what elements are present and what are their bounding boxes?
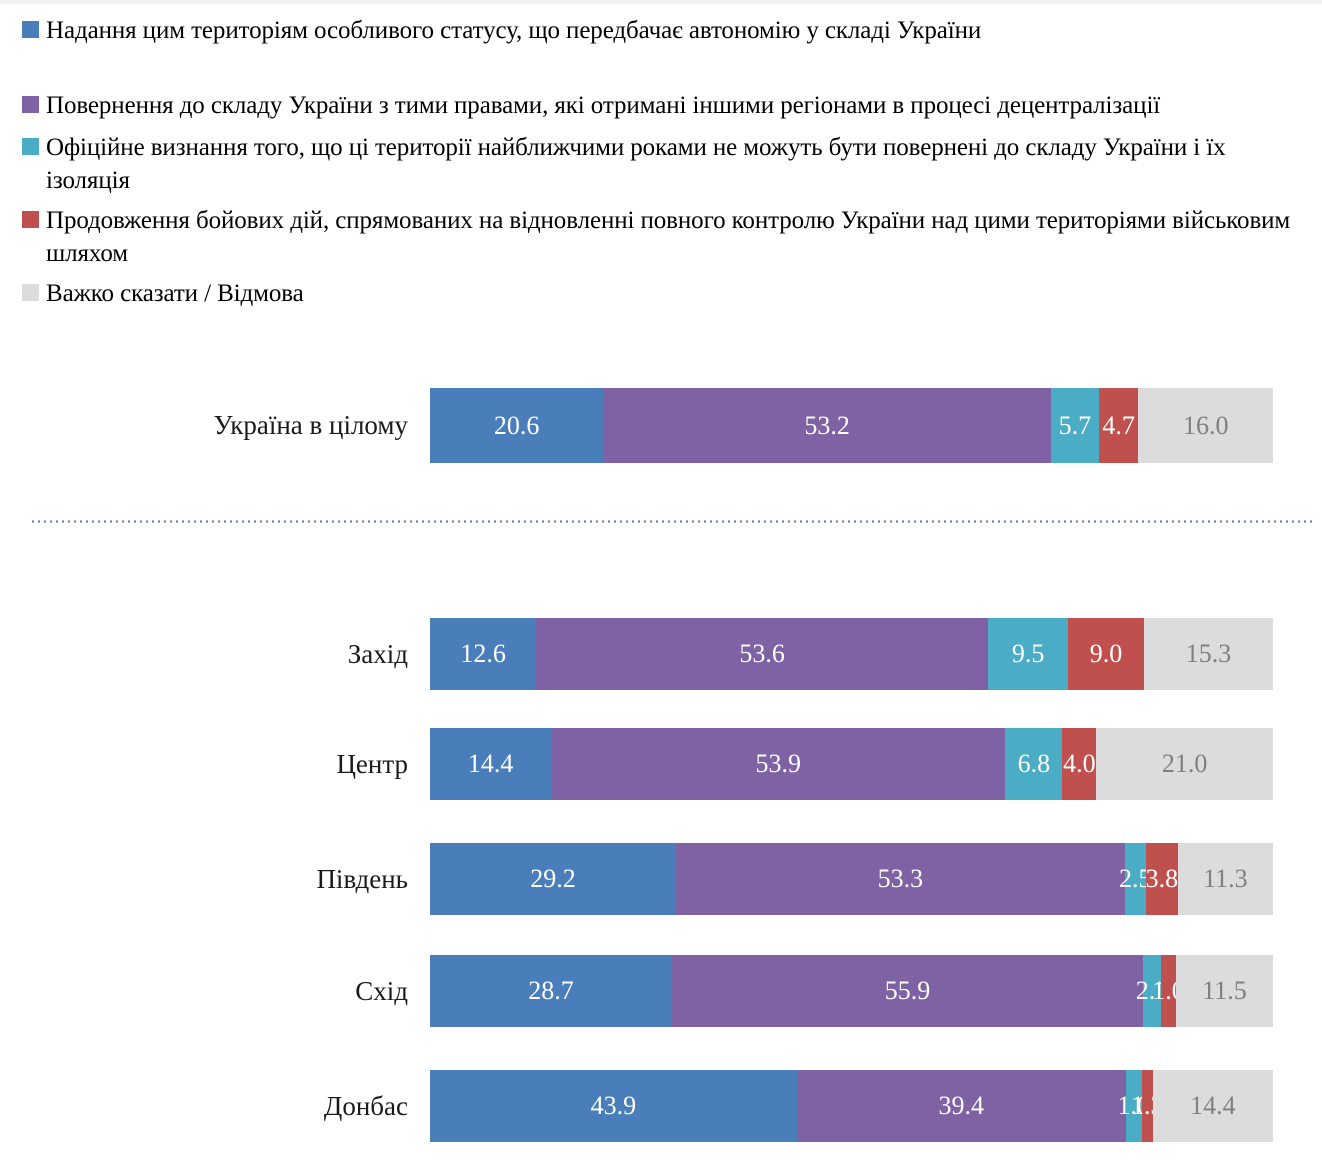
- bar-segment-special-status: 14.4: [430, 728, 552, 800]
- bar-value-label: 11.5: [1202, 976, 1247, 1005]
- legend-label-hard-to-say: Важко сказати / Відмова: [46, 280, 304, 307]
- bar-segment-isolation: 5.7: [1050, 388, 1099, 463]
- bar-value-label: 39.4: [938, 1091, 984, 1120]
- top-strip: [0, 0, 1322, 4]
- bar-segment-decentralization: 39.4: [796, 1070, 1126, 1142]
- legend-label-military: Продовження бойових дій, спрямованих на …: [46, 207, 1291, 267]
- section-divider: [30, 520, 1314, 523]
- bar-segment-isolation: 2.1: [1136, 955, 1168, 1027]
- bar-row-zahid: Захід 12.6 53.6 9.5 9.0 15.3: [0, 618, 1322, 690]
- legend-item-military: Продовження бойових дій, спрямованих на …: [22, 204, 1312, 270]
- bar-segment-military: 4.0: [1062, 728, 1097, 800]
- legend-swatch-grey: [22, 284, 39, 301]
- bar-row-shid: Схід 28.7 55.9 2.1 1.0 11.5: [0, 955, 1322, 1027]
- bar-segment-special-status: 29.2: [430, 843, 676, 915]
- bar-value-label: 53.2: [804, 410, 850, 440]
- bar-value-label: 12.6: [460, 639, 506, 668]
- bar-value-label: 55.9: [884, 976, 931, 1005]
- bar-track: 43.9 39.4 1.0 1.3 14.4: [430, 1070, 1274, 1142]
- bar-category-label: Південь: [316, 863, 408, 894]
- bar-segment-decentralization: 53.6: [536, 618, 989, 690]
- bar-segment-isolation: 1.0: [1118, 1070, 1150, 1142]
- bar-value-label: 9.0: [1089, 639, 1123, 668]
- bar-segment-military: 9.0: [1068, 618, 1144, 690]
- bar-segment-decentralization: 53.9: [551, 728, 1006, 800]
- bar-row-pivden: Південь 29.2 53.3 2.5 3.8 11.3: [0, 843, 1322, 915]
- legend-swatch-blue: [22, 21, 39, 38]
- bar-segment-decentralization: 53.3: [675, 843, 1125, 915]
- bar-value-label: 11.3: [1203, 864, 1248, 893]
- bar-value-label: 6.8: [1017, 749, 1051, 778]
- bar-value-label: 15.3: [1185, 639, 1232, 668]
- bar-value-label: 53.3: [877, 864, 924, 893]
- bar-segment-military: 4.7: [1098, 388, 1139, 463]
- bar-track: 28.7 55.9 2.1 1.0 11.5: [430, 955, 1273, 1027]
- legend-item-isolation: Офіційне визнання того, що ці території …: [22, 131, 1312, 197]
- bar-segment-hard-to-say: 11.3: [1177, 843, 1273, 915]
- bar-value-label: 4.0: [1063, 749, 1096, 778]
- bar-track: 12.6 53.6 9.5 9.0 15.3: [430, 618, 1273, 690]
- bar-track: 14.4 53.9 6.8 4.0 21.0: [430, 728, 1273, 800]
- bar-value-label: 5.7: [1058, 410, 1092, 440]
- legend-item-decentralization: Повернення до складу України з тими прав…: [22, 89, 1312, 122]
- bar-value-label: 16.0: [1182, 410, 1229, 440]
- bar-value-label: 28.7: [528, 976, 574, 1005]
- bar-category-label: Центр: [336, 748, 408, 779]
- bar-segment-hard-to-say: 11.5: [1176, 955, 1273, 1027]
- bar-row-tsentr: Центр 14.4 53.9 6.8 4.0 21.0: [0, 728, 1322, 800]
- legend-item-special-status: Надання цим територіям особливого статус…: [22, 14, 1312, 47]
- bar-segment-military: 1.0: [1152, 955, 1185, 1027]
- bar-segment-hard-to-say: 16.0: [1138, 388, 1273, 463]
- bar-segment-hard-to-say: 14.4: [1152, 1070, 1274, 1142]
- bar-segment-isolation: 6.8: [1005, 728, 1063, 800]
- bar-value-label: 14.4: [467, 749, 514, 778]
- bar-segment-decentralization: 53.2: [603, 388, 1051, 463]
- bar-value-label: 43.9: [590, 1091, 637, 1120]
- bar-segment-special-status: 43.9: [430, 1070, 797, 1142]
- bar-track: 29.2 53.3 2.5 3.8 11.3: [430, 843, 1273, 915]
- legend-label-special-status: Надання цим територіям особливого статус…: [46, 17, 982, 44]
- bar-segment-hard-to-say: 21.0: [1096, 728, 1273, 800]
- bar-value-label: 53.9: [755, 749, 802, 778]
- legend-item-hard-to-say: Важко сказати / Відмова: [22, 277, 1312, 310]
- bar-row-ukraine: Україна в цілому 20.6 53.2 5.7 4.7 16.0: [0, 388, 1322, 463]
- bar-segment-special-status: 28.7: [430, 955, 672, 1027]
- bar-category-label: Донбас: [323, 1090, 408, 1121]
- bar-segment-isolation: 9.5: [988, 618, 1069, 690]
- bar-segment-special-status: 20.6: [430, 388, 604, 463]
- bar-row-donbas: Донбас 43.9 39.4 1.0 1.3 14.4: [0, 1070, 1322, 1142]
- bar-category-label: Схід: [355, 975, 408, 1006]
- bar-segment-military: 1.3: [1131, 1070, 1164, 1142]
- bar-value-label: 53.6: [739, 639, 785, 668]
- bar-value-label: 4.7: [1102, 410, 1135, 440]
- legend-label-isolation: Офіційне визнання того, що ці території …: [46, 134, 1226, 194]
- chart-legend: Надання цим територіям особливого статус…: [22, 14, 1312, 310]
- bar-segment-hard-to-say: 15.3: [1143, 618, 1273, 690]
- legend-label-decentralization: Повернення до складу України з тими прав…: [46, 92, 1161, 119]
- legend-swatch-purple: [22, 96, 39, 113]
- bar-category-label: Україна в цілому: [213, 410, 408, 440]
- bar-value-label: 20.6: [493, 410, 540, 440]
- legend-swatch-red: [22, 211, 39, 228]
- bar-value-label: 3.8: [1145, 864, 1179, 893]
- bar-segment-decentralization: 55.9: [671, 955, 1144, 1027]
- bar-segment-special-status: 12.6: [430, 618, 537, 690]
- bar-value-label: 14.4: [1190, 1091, 1236, 1120]
- bar-track: 20.6 53.2 5.7 4.7 16.0: [430, 388, 1273, 463]
- bar-category-label: Захід: [347, 638, 408, 669]
- legend-swatch-teal: [22, 138, 39, 155]
- bar-value-label: 29.2: [530, 864, 576, 893]
- bar-value-label: 9.5: [1011, 639, 1045, 668]
- bar-segment-isolation: 2.5: [1119, 843, 1152, 915]
- bar-value-label: 21.0: [1161, 749, 1208, 778]
- bar-segment-military: 3.8: [1146, 843, 1178, 915]
